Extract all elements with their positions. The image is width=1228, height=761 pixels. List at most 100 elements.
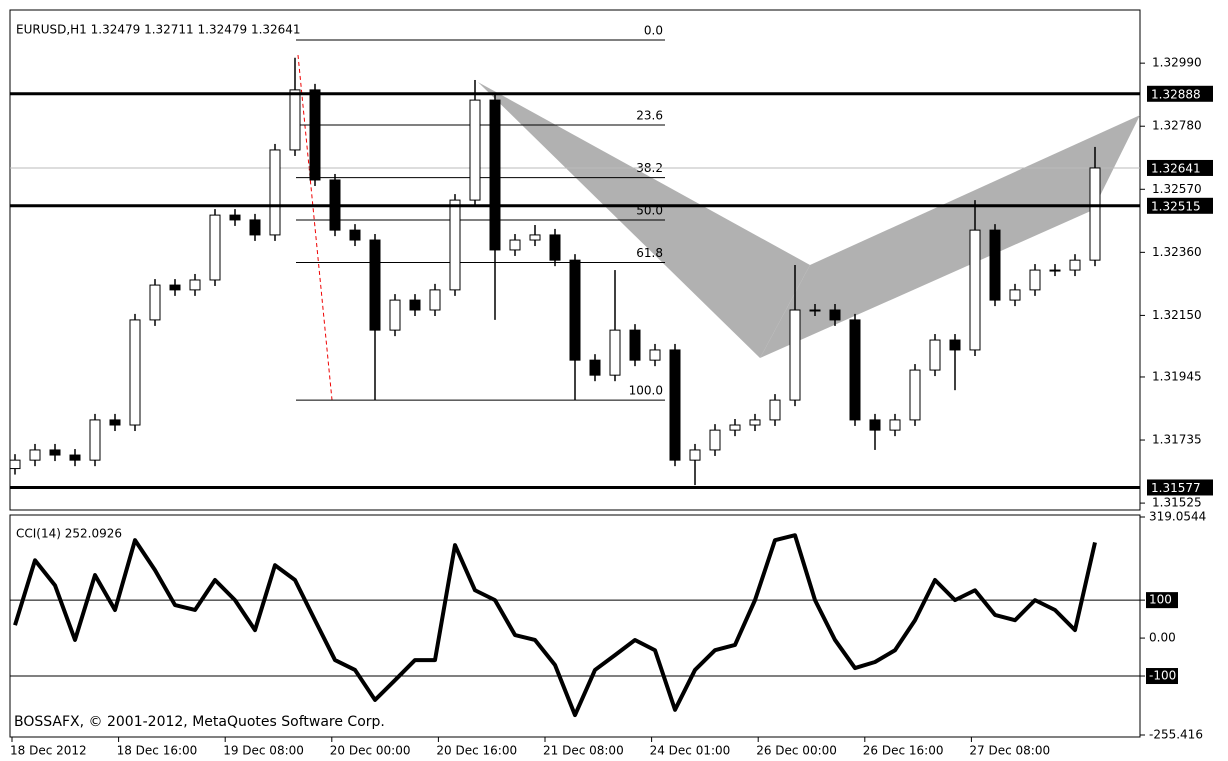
candle-body	[849, 319, 861, 421]
candle-body	[789, 309, 801, 401]
candle-body	[529, 234, 541, 241]
candle-body	[549, 234, 561, 261]
candle-body	[189, 279, 201, 291]
fib-label: 100.0	[629, 384, 663, 398]
candle-body	[49, 449, 61, 456]
candle-body	[389, 299, 401, 331]
level-label-box	[1146, 592, 1178, 609]
y-tick-label: 100	[1149, 593, 1172, 607]
candle-body	[929, 339, 941, 371]
candle-body	[969, 229, 981, 351]
y-tick-label: 1.32150	[1152, 308, 1202, 322]
price-layer: 1.31525 1.31735 1.31945 1.32150 1.32360 1.325…	[9, 24, 1213, 758]
candle-body	[289, 89, 301, 151]
candle-body	[1009, 289, 1021, 301]
cci-layer: 319.0544 100 0.00 -100 -255.416	[10, 510, 1206, 742]
candle-body	[749, 419, 761, 426]
candle-body	[1029, 269, 1041, 291]
candle-body	[449, 199, 461, 291]
cci-pane	[9, 514, 1141, 738]
y-tick-label: 1.31525	[1152, 496, 1202, 510]
x-tick-label: 27 Dec 08:00	[969, 744, 1050, 758]
candle-body	[729, 424, 741, 431]
candle-body	[369, 239, 381, 331]
x-tick-label: 18 Dec 16:00	[117, 744, 198, 758]
fib-label: 23.6	[636, 109, 663, 123]
price-label: 1.32888	[1151, 87, 1201, 101]
candle-body	[769, 399, 781, 421]
y-tick-label: 1.32990	[1152, 56, 1202, 70]
candle-body	[309, 89, 321, 181]
candle-body	[1049, 269, 1061, 272]
candle-body	[649, 349, 661, 361]
candle-body	[269, 149, 281, 236]
price-label: 1.32641	[1151, 161, 1201, 175]
y-tick-label: 0.00	[1149, 631, 1176, 645]
candle-body	[149, 284, 161, 321]
candle-body	[609, 329, 621, 376]
y-tick-label: 1.31945	[1152, 369, 1202, 383]
candle-body	[249, 219, 261, 236]
fib-label: 61.8	[636, 246, 663, 260]
price-label-box	[1147, 197, 1213, 214]
candle-body	[129, 319, 141, 426]
cci-title: CCI(14) 252.0926	[16, 527, 122, 541]
candle-body	[669, 349, 681, 461]
cci-line	[13, 533, 1097, 718]
candle-body	[909, 369, 921, 421]
candle-body	[1069, 259, 1081, 271]
watermark: BOSSAFX, © 2001-2012, MetaQuotes Softwar…	[14, 714, 385, 730]
fib-label: 0.0	[644, 24, 663, 38]
x-tick-label: 18 Dec 2012	[10, 744, 87, 758]
candle-body	[689, 449, 701, 461]
price-label: 1.32515	[1151, 199, 1201, 213]
price-label-box	[1147, 85, 1213, 102]
level-label-box	[1146, 668, 1178, 685]
candle-body	[429, 289, 441, 311]
candle-body	[209, 214, 221, 281]
y-tick-label: 1.31735	[1152, 433, 1202, 447]
y-tick-label: 1.32780	[1152, 119, 1202, 133]
candle-body	[569, 259, 581, 361]
y-tick-label: -255.416	[1149, 728, 1203, 742]
candle-body	[489, 99, 501, 251]
x-tick-label: 20 Dec 00:00	[330, 744, 411, 758]
candle-body	[89, 419, 101, 461]
x-tick-label: 26 Dec 16:00	[863, 744, 944, 758]
candle-body	[29, 449, 41, 461]
candle-body	[509, 239, 521, 251]
candle-body	[629, 329, 641, 361]
candle-body	[69, 454, 81, 461]
candle-body	[409, 299, 421, 311]
y-tick-label: 1.32570	[1152, 182, 1202, 196]
candle-body	[9, 459, 21, 470]
x-tick-label: 19 Dec 08:00	[223, 744, 304, 758]
candle-body	[229, 214, 241, 221]
y-tick-label: -100	[1149, 669, 1176, 683]
y-tick-label: 319.0544	[1149, 510, 1206, 524]
candle-body	[989, 229, 1001, 301]
price-label-box	[1147, 159, 1213, 176]
candle-body	[949, 339, 961, 351]
candle-body	[809, 309, 821, 312]
candle-body	[469, 99, 481, 201]
candle-body	[349, 229, 361, 241]
candle-body	[1089, 167, 1101, 261]
harmonic-pattern	[760, 115, 1140, 359]
candle-body	[829, 309, 841, 321]
candle-body	[709, 429, 721, 451]
x-tick-label: 21 Dec 08:00	[543, 744, 624, 758]
chart-title: EURUSD,H1 1.32479 1.32711 1.32479 1.3264…	[16, 23, 301, 37]
candle-body	[589, 359, 601, 376]
candle-body	[169, 284, 181, 291]
price-label-box	[1147, 479, 1213, 496]
candle-body	[109, 419, 121, 426]
y-tick-label: 1.32360	[1152, 245, 1202, 259]
candle-body	[869, 419, 881, 431]
candle-body	[889, 419, 901, 431]
trend-line	[297, 54, 333, 401]
x-tick-label: 20 Dec 16:00	[436, 744, 517, 758]
x-tick-label: 24 Dec 01:00	[650, 744, 731, 758]
